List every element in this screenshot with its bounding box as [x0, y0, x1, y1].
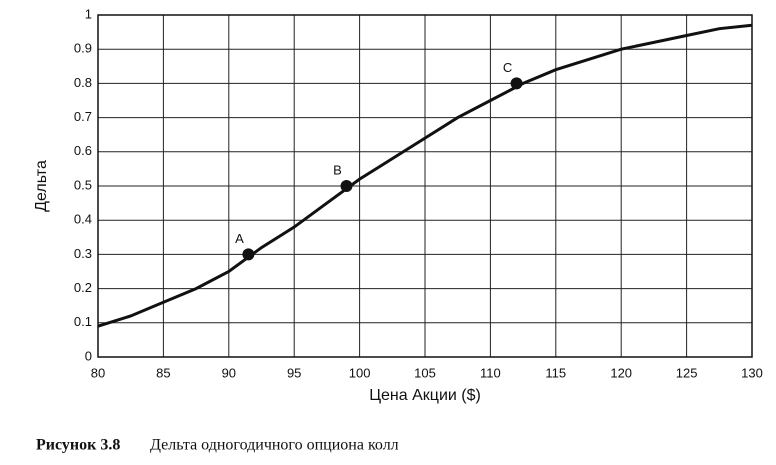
point-marker — [242, 248, 255, 261]
y-axis-label: Дельта — [33, 160, 50, 212]
x-tick-label: 130 — [741, 365, 763, 380]
y-tick-label: 0.1 — [74, 314, 92, 329]
x-axis-label: Цена Акции ($) — [369, 387, 481, 404]
point-marker — [340, 180, 353, 192]
y-tick-label: 0.6 — [74, 143, 92, 158]
x-tick-label: 80 — [91, 365, 105, 380]
y-tick-label: 0 — [85, 348, 92, 363]
x-tick-label: 95 — [287, 365, 301, 380]
point-marker — [510, 77, 523, 90]
x-tick-label: 100 — [349, 365, 371, 380]
x-tick-label: 105 — [414, 365, 436, 380]
y-tick-label: 0.4 — [74, 212, 92, 227]
caption-text: Дельта одногодичного опциона колл — [150, 437, 399, 454]
point-label: A — [235, 231, 244, 246]
y-tick-label: 0.3 — [74, 246, 92, 261]
y-tick-label: 0.5 — [74, 177, 92, 192]
y-tick-label: 0.8 — [74, 75, 92, 90]
line — [97, 23, 753, 328]
point-label: C — [503, 60, 512, 75]
x-tick-label: 115 — [545, 365, 566, 380]
x-tick-label: 110 — [480, 365, 501, 380]
x-tick-label: 90 — [222, 365, 236, 380]
x-tick-label: 120 — [610, 365, 632, 380]
plot-frame — [97, 14, 753, 358]
caption-label: Рисунок 3.8 — [36, 437, 120, 454]
x-tick-label: 85 — [156, 365, 170, 380]
y-tick-label: 0.9 — [74, 41, 92, 56]
y-tick-label: 0.7 — [74, 109, 92, 124]
x-tick-label: 125 — [676, 365, 698, 380]
y-tick-label: 0.2 — [74, 280, 92, 295]
y-tick-label: 1 — [85, 6, 92, 21]
point-label: B — [333, 162, 342, 177]
